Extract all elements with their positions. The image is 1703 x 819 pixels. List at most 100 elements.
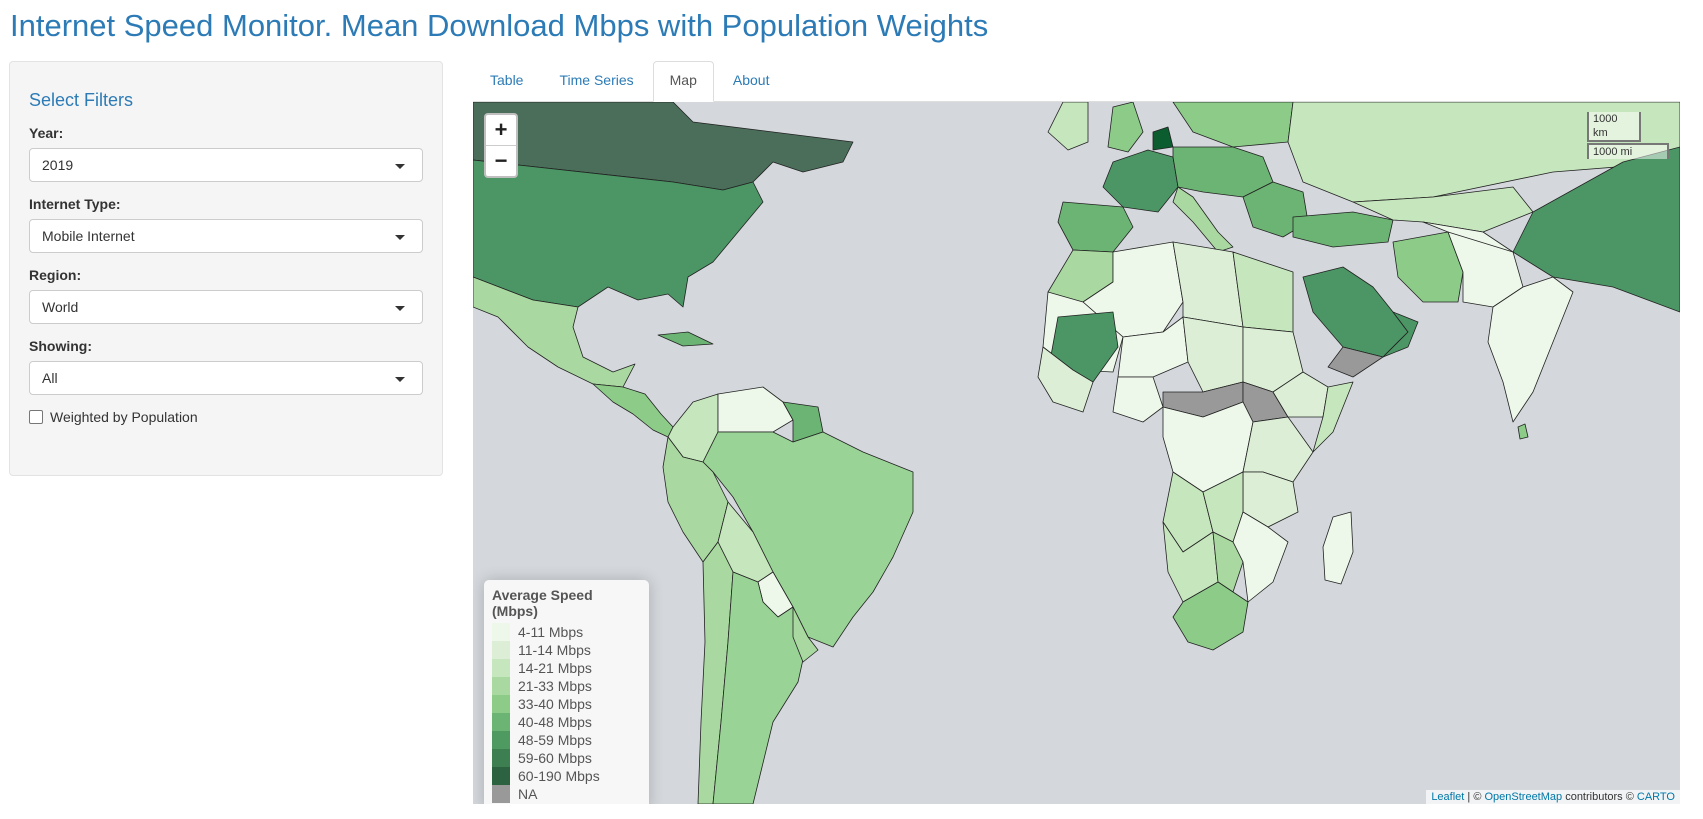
showing-value: All [42, 370, 58, 386]
legend-label: 11-14 Mbps [518, 642, 591, 658]
tab-table[interactable]: Table [490, 72, 524, 88]
legend-swatch [492, 623, 510, 641]
scandinavia-region [1172, 102, 1294, 148]
legend-item: 59-60 Mbps [492, 749, 641, 767]
region-value: World [42, 299, 79, 315]
legend-swatch [492, 695, 510, 713]
legend-swatch [492, 659, 510, 677]
map-legend: Average Speed (Mbps) 4-11 Mbps 11-14 Mbps… [484, 580, 649, 804]
tab-about[interactable]: About [732, 72, 770, 88]
legend-item: 11-14 Mbps [492, 641, 641, 659]
legend-item: 21-33 Mbps [492, 677, 641, 695]
legend-label: 60-190 Mbps [518, 768, 600, 784]
openstreetmap-link[interactable]: OpenStreetMap [1484, 791, 1563, 803]
zoom-control: + − [484, 113, 518, 178]
legend-swatch [492, 749, 510, 767]
chevron-down-icon [395, 235, 405, 240]
map-attribution: Leaflet | © OpenStreetMap contributors ©… [1426, 790, 1680, 804]
zoom-out-button[interactable]: − [486, 145, 516, 176]
legend-swatch [492, 731, 510, 749]
kazakhstan-region [1352, 186, 1534, 233]
uk-region [1107, 102, 1144, 153]
italy-region [1172, 186, 1234, 253]
sri-lanka-region [1517, 423, 1529, 440]
legend-label: 14-21 Mbps [518, 660, 592, 676]
oman-region [1382, 311, 1419, 358]
year-select[interactable]: 2019 [29, 148, 423, 182]
scale-bar: 1000 km 1000 mi [1587, 112, 1669, 159]
legend-item: NA [492, 785, 641, 803]
internet-type-value: Mobile Internet [42, 228, 135, 244]
yemen-region [1327, 346, 1384, 378]
botswana-region [1212, 531, 1244, 593]
region-label: Region: [29, 267, 82, 283]
legend-label: 40-48 Mbps [518, 714, 592, 730]
argentina-region [712, 571, 809, 804]
weighted-option: Weighted by Population [29, 409, 423, 425]
netherlands-region [1152, 126, 1174, 151]
france-region [1102, 149, 1179, 213]
year-value: 2019 [42, 157, 74, 173]
saudi-arabia-region [1302, 266, 1409, 358]
venezuela-region [717, 386, 794, 433]
attribution-separator: | © [1464, 791, 1485, 803]
legend-label: 4-11 Mbps [518, 624, 584, 640]
china-region [1512, 146, 1680, 313]
legend-item: 40-48 Mbps [492, 713, 641, 731]
cuba-region [657, 331, 714, 347]
choropleth-map[interactable]: + − 1000 km 1000 mi Average Speed (Mbps)… [473, 102, 1680, 804]
zoom-in-button[interactable]: + [494, 117, 508, 142]
year-field: Year: 2019 [29, 125, 423, 182]
chevron-down-icon [395, 306, 405, 311]
south-africa-region [1172, 581, 1249, 651]
somalia-region [1312, 381, 1354, 453]
tab-map[interactable]: Map [652, 61, 714, 102]
internet-type-select[interactable]: Mobile Internet [29, 219, 423, 253]
showing-label: Showing: [29, 338, 92, 354]
carto-link[interactable]: CARTO [1636, 791, 1675, 803]
libya-region [1172, 241, 1244, 328]
madagascar-region [1322, 511, 1354, 585]
legend-label: 59-60 Mbps [518, 750, 592, 766]
legend-swatch [492, 677, 510, 695]
legend-label: 48-59 Mbps [518, 732, 592, 748]
legend-label: 33-40 Mbps [518, 696, 592, 712]
legend-item: 14-21 Mbps [492, 659, 641, 677]
region-select[interactable]: World [29, 290, 423, 324]
map-canvas[interactable] [473, 102, 1680, 804]
legend-item: 4-11 Mbps [492, 623, 641, 641]
spain-region [1057, 201, 1134, 253]
egypt-region [1232, 251, 1294, 333]
showing-field: Showing: All [29, 338, 423, 395]
legend-label: 21-33 Mbps [518, 678, 592, 694]
internet-type-label: Internet Type: [29, 196, 121, 212]
page-title: Internet Speed Monitor. Mean Download Mb… [10, 8, 989, 43]
filter-panel: Select Filters Year: 2019 Internet Type:… [9, 61, 443, 476]
leaflet-link[interactable]: Leaflet [1431, 791, 1465, 803]
mozambique-region [1232, 511, 1289, 603]
legend-swatch [492, 785, 510, 803]
weighted-label[interactable]: Weighted by Population [50, 409, 198, 425]
chevron-down-icon [395, 377, 405, 382]
attribution-text: contributors © [1562, 791, 1637, 803]
internet-type-field: Internet Type: Mobile Internet [29, 196, 423, 253]
legend-item: 33-40 Mbps [492, 695, 641, 713]
year-label: Year: [29, 125, 64, 141]
tab-bar: Table Time Series Map About [473, 61, 1680, 102]
scale-km: 1000 km [1587, 112, 1641, 142]
legend-label: NA [518, 786, 538, 802]
uruguay-region [792, 606, 819, 663]
chevron-down-icon [395, 164, 405, 169]
legend-item: 60-190 Mbps [492, 767, 641, 785]
legend-swatch [492, 767, 510, 785]
showing-select[interactable]: All [29, 361, 423, 395]
turkey-region [1292, 211, 1394, 248]
weighted-checkbox[interactable] [29, 410, 43, 424]
central-america-region [592, 383, 674, 438]
region-field: Region: World [29, 267, 423, 324]
legend-title: Average Speed (Mbps) [492, 587, 593, 619]
tab-time-series[interactable]: Time Series [559, 72, 634, 88]
filter-heading: Select Filters [29, 90, 134, 110]
legend-item: 48-59 Mbps [492, 731, 641, 749]
mexico-region [473, 276, 636, 388]
